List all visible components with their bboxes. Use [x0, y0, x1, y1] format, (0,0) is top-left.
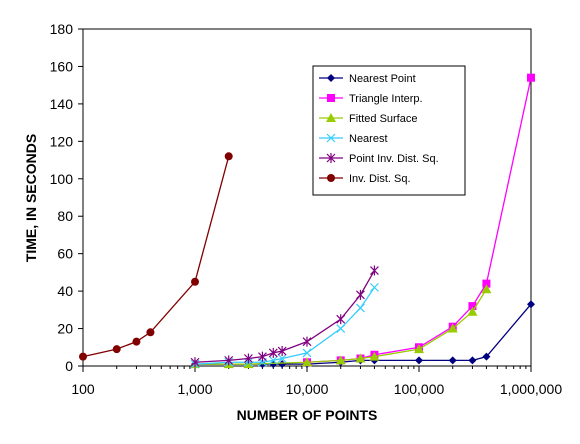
legend-label: Point Inv. Dist. Sq. [349, 153, 439, 165]
x-tick-label: 1,000 [177, 381, 212, 397]
data-point [302, 348, 312, 358]
data-point [481, 284, 492, 294]
data-point [527, 73, 535, 82]
data-point [224, 152, 233, 161]
y-tick-label: 40 [57, 283, 73, 299]
data-point [355, 353, 366, 363]
series-line [194, 287, 375, 365]
data-point [482, 279, 491, 288]
legend-item: Nearest Point [319, 73, 416, 85]
legend: Nearest Point Triangle Interp. Fitted Surf… [312, 65, 466, 196]
y-tick-label: 120 [50, 133, 74, 149]
series-line [82, 156, 230, 358]
legend-marker [327, 94, 335, 102]
y-tick-label: 60 [57, 246, 73, 262]
data-point [79, 352, 87, 361]
legend-item: Triangle Interp. [319, 93, 423, 105]
data-point [244, 353, 253, 364]
legend-item: Nearest [319, 133, 388, 145]
x-tick-label: 1,000,000 [500, 381, 562, 397]
y-tick-label: 80 [57, 208, 73, 224]
x-tick-label: 100 [71, 381, 95, 397]
legend-label: Nearest Point [349, 73, 416, 85]
x-tick-label: 10,000 [286, 381, 329, 397]
series-5 [79, 152, 233, 361]
data-point [302, 357, 312, 367]
data-point [482, 352, 491, 361]
data-point [468, 356, 477, 365]
series-line [194, 270, 375, 363]
data-point [268, 347, 278, 358]
legend-marker [327, 174, 335, 182]
data-point [302, 336, 312, 347]
data-point [448, 356, 457, 365]
data-point [277, 346, 287, 357]
data-point [258, 351, 267, 362]
data-point [132, 337, 141, 346]
data-point [369, 351, 380, 361]
y-tick-label: 0 [65, 358, 73, 374]
x-axis-ticks: 100 1,000 10,000 100,000 1,000,000 [71, 366, 562, 397]
y-tick-label: 140 [50, 96, 74, 112]
x-tick-label: 100,000 [394, 381, 445, 397]
y-tick-label: 160 [50, 58, 74, 74]
x-axis-title: NUMBER OF POINTS [237, 407, 378, 423]
data-point [277, 354, 287, 363]
data-point [370, 265, 379, 276]
data-point [190, 357, 200, 368]
data-point [467, 306, 478, 316]
series-layer [79, 73, 535, 369]
legend-marker [326, 133, 336, 143]
legend-label: Inv. Dist. Sq. [349, 173, 411, 185]
data-point [336, 324, 346, 333]
legend-marker [327, 74, 335, 82]
legend-marker [326, 153, 336, 163]
legend-item: Point Inv. Dist. Sq. [319, 153, 439, 165]
legend-item: Fitted Surface [319, 113, 417, 125]
y-tick-label: 100 [50, 171, 74, 187]
data-point [527, 300, 535, 309]
data-point [335, 355, 346, 365]
legend-box [312, 65, 466, 196]
data-point [336, 314, 346, 325]
data-point [370, 282, 379, 292]
y-axis-ticks: 0 20 40 60 80 100 120 140 160 180 [50, 21, 83, 374]
data-point [146, 328, 155, 337]
data-point [112, 345, 121, 354]
legend-label: Nearest [349, 133, 388, 145]
data-point [278, 360, 287, 369]
y-tick-label: 20 [57, 321, 73, 337]
legend-item: Inv. Dist. Sq. [319, 173, 411, 185]
data-point [191, 277, 199, 286]
data-point [415, 356, 423, 365]
data-point [224, 355, 234, 366]
legend-label: Fitted Surface [349, 113, 417, 125]
y-axis-title: TIME, IN SECONDS [23, 134, 39, 262]
data-point [414, 344, 424, 354]
data-point [243, 359, 254, 369]
legend-label: Triangle Interp. [349, 93, 423, 105]
data-point [468, 302, 477, 311]
legend-marker [326, 113, 336, 122]
series-4 [190, 265, 379, 368]
data-point [447, 323, 458, 333]
data-point [356, 303, 365, 313]
y-tick-label: 180 [50, 21, 74, 37]
data-point [356, 289, 365, 300]
data-point [268, 355, 278, 365]
